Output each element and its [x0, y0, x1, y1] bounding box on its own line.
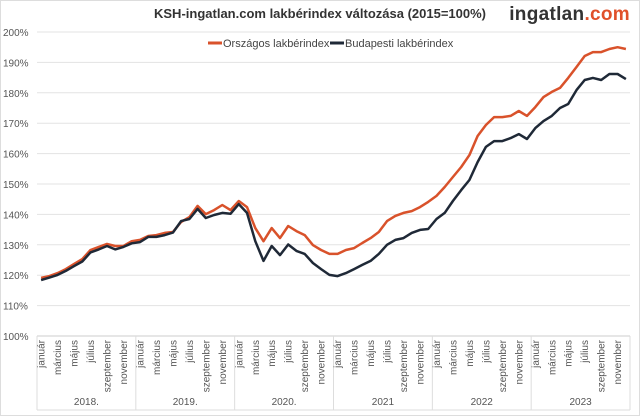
y-tick-label: 110% [3, 302, 28, 313]
y-tick-label: 140% [3, 210, 29, 221]
month-tick-label: január [37, 339, 48, 368]
month-tick-label: május [70, 340, 81, 367]
year-label: 2019. [173, 397, 198, 408]
month-tick-label: január [531, 339, 542, 368]
ingatlan-logo: ingatlan.com [509, 4, 630, 26]
month-tick-label: szeptember [498, 339, 509, 392]
month-tick-label: március [152, 340, 163, 375]
y-tick-label: 150% [3, 180, 29, 191]
month-tick-label: november [415, 339, 426, 384]
y-tick-label: 170% [3, 119, 29, 130]
chart-title: KSH-ingatlan.com lakbérindex változása (… [154, 6, 486, 21]
month-tick-label: március [350, 340, 361, 375]
month-tick-label: január [135, 339, 146, 368]
logo-main: ingatlan [509, 4, 585, 25]
year-label: 2023 [569, 397, 592, 408]
series-line-orszagos [40, 45, 627, 280]
month-tick-label: november [514, 339, 525, 384]
month-tick-label: január [234, 339, 245, 368]
y-tick-label: 120% [3, 271, 29, 282]
month-tick-label: július [86, 340, 97, 364]
year-label: 2020. [272, 397, 297, 408]
y-tick-label: 100% [3, 332, 29, 343]
month-tick-label: szeptember [399, 339, 410, 392]
y-tick-label: 180% [3, 89, 29, 100]
y-tick-label: 160% [3, 150, 29, 161]
month-tick-label: március [547, 340, 558, 375]
logo-accent: .com [584, 4, 630, 25]
month-tick-label: november [119, 339, 130, 384]
month-tick-label: szeptember [201, 339, 212, 392]
month-tick-label: január [432, 339, 443, 368]
legend-label: Budapesti lakbérindex [345, 38, 454, 50]
year-label: 2018. [74, 397, 99, 408]
month-tick-label: január [333, 339, 344, 368]
y-tick-label: 200% [3, 28, 29, 39]
month-tick-label: március [251, 340, 262, 375]
month-tick-label: május [366, 340, 377, 367]
series-line-budapest [40, 72, 627, 282]
month-tick-label: május [168, 340, 179, 367]
month-tick-label: május [564, 340, 575, 367]
month-tick-label: július [481, 340, 492, 364]
legend-label: Országos lakbérindex [223, 38, 330, 50]
month-tick-label: november [218, 339, 229, 384]
month-tick-label: július [284, 340, 295, 364]
month-tick-label: november [317, 339, 328, 384]
month-tick-label: március [53, 340, 64, 375]
month-tick-label: szeptember [597, 339, 608, 392]
month-tick-label: július [185, 340, 196, 364]
year-label: 2021 [372, 397, 395, 408]
month-tick-label: július [383, 340, 394, 364]
month-tick-label: március [448, 340, 459, 375]
y-tick-label: 130% [3, 241, 29, 252]
month-tick-label: május [267, 340, 278, 367]
y-tick-label: 190% [3, 58, 29, 69]
month-tick-label: november [613, 339, 624, 384]
month-tick-label: szeptember [300, 339, 311, 392]
year-label: 2022 [471, 397, 494, 408]
month-tick-label: július [580, 340, 591, 364]
month-tick-label: május [465, 340, 476, 367]
month-tick-label: szeptember [103, 339, 114, 392]
